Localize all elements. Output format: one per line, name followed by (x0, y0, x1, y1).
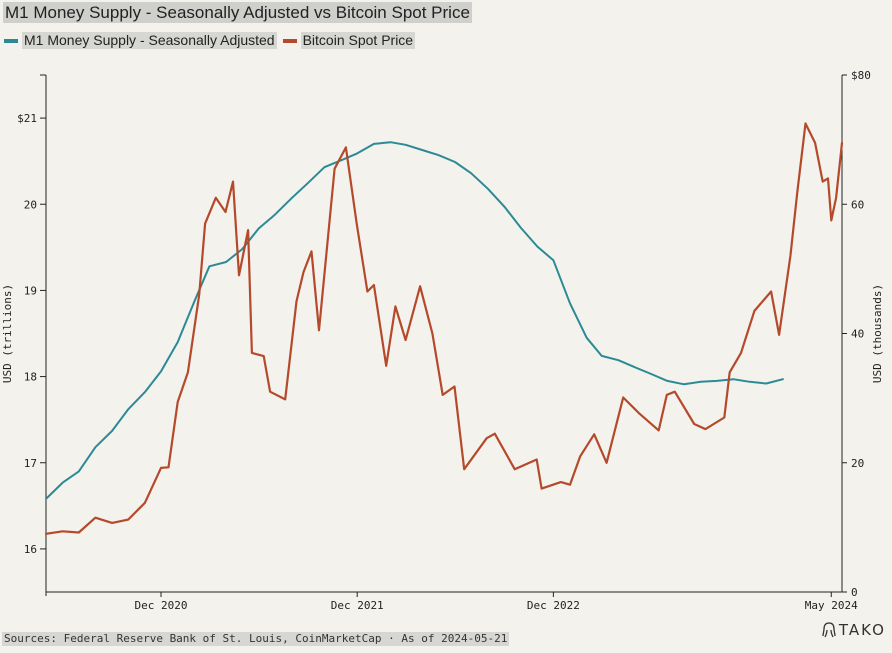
legend-label-m1: M1 Money Supply - Seasonally Adjusted (22, 32, 277, 49)
y-left-axis-title: USD (trillions) (1, 284, 14, 383)
y-left-tick-label: 20 (24, 198, 37, 211)
y-right-tick-label: 0 (851, 586, 858, 599)
y-right-axis-title: USD (thousands) (871, 284, 884, 383)
y-left-tick-label: 16 (24, 543, 37, 556)
y-right-tick-label: 40 (851, 328, 864, 341)
x-tick-label: Dec 2020 (135, 599, 188, 612)
brand-name: TAKO (838, 621, 886, 639)
m1-money-supply-line (45, 141, 784, 500)
y-left-tick-label: 19 (24, 284, 37, 297)
bitcoin-price-line (44, 122, 844, 535)
legend-swatch-m1 (4, 38, 18, 43)
chart-title: M1 Money Supply - Seasonally Adjusted vs… (3, 2, 472, 23)
y-left-tick-label: 17 (24, 457, 37, 470)
legend-item-btc[interactable]: Bitcoin Spot Price (282, 32, 416, 49)
source-note: Sources: Federal Reserve Bank of St. Lou… (2, 632, 510, 646)
y-left-tick-label: 18 (24, 371, 37, 384)
tako-icon (822, 622, 836, 638)
legend-item-m1[interactable]: M1 Money Supply - Seasonally Adjusted (4, 32, 277, 49)
legend: M1 Money Supply - Seasonally Adjusted Bi… (4, 32, 421, 49)
legend-label-btc: Bitcoin Spot Price (300, 32, 416, 49)
y-left-tick-label: $21 (17, 112, 37, 125)
x-tick-label: May 2024 (805, 599, 858, 612)
x-tick-label: Dec 2021 (331, 599, 384, 612)
y-right-tick-label: 20 (851, 457, 864, 470)
brand-logo: TAKO (822, 621, 886, 639)
legend-swatch-btc (282, 38, 297, 43)
y-right-tick-label: 60 (851, 198, 864, 211)
y-right-tick-label: $80 (851, 69, 871, 82)
x-tick-label: Dec 2022 (527, 599, 580, 612)
